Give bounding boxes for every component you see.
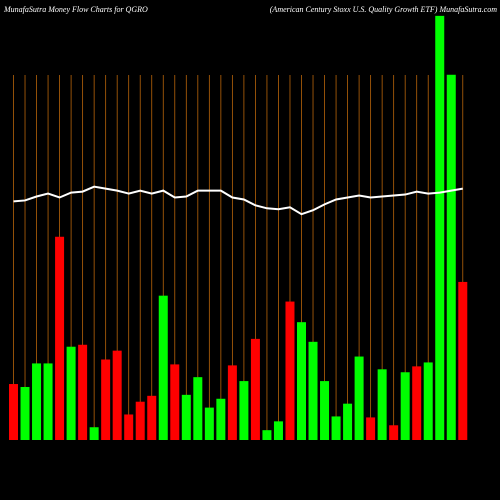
- bar: [89, 427, 99, 440]
- bar: [124, 414, 134, 440]
- bar: [158, 295, 168, 440]
- bar: [320, 381, 330, 440]
- bar: [250, 338, 260, 440]
- chart-title: MunafaSutra Money Flow Charts for QGRO: [3, 5, 148, 14]
- bar: [389, 425, 399, 440]
- bar: [354, 356, 364, 440]
- bar: [43, 363, 53, 440]
- bar: [400, 372, 410, 440]
- bar: [193, 377, 203, 440]
- bar: [20, 386, 30, 440]
- bar: [273, 421, 283, 440]
- bar: [308, 341, 318, 440]
- bar: [331, 416, 341, 440]
- bar: [297, 322, 306, 440]
- bar: [135, 401, 145, 440]
- bar: [101, 359, 111, 440]
- bar: [112, 350, 122, 440]
- chart-subtitle: (American Century Stoxx U.S. Quality Gro…: [270, 5, 497, 14]
- bar: [227, 365, 237, 440]
- price-line: [13, 185, 463, 216]
- bar: [446, 74, 456, 440]
- bar: [423, 362, 433, 440]
- bar: [285, 301, 295, 440]
- bar: [32, 363, 42, 440]
- bar: [343, 403, 353, 440]
- bar: [412, 366, 422, 440]
- bar: [239, 381, 249, 440]
- bar: [66, 346, 76, 440]
- bar: [55, 236, 65, 440]
- bar: [9, 384, 18, 440]
- bar: [435, 15, 445, 440]
- bar: [262, 430, 272, 440]
- bar: [366, 417, 376, 440]
- bar: [216, 398, 226, 440]
- bar: [204, 407, 214, 440]
- bar: [181, 394, 191, 440]
- bar: [170, 364, 180, 440]
- bar: [78, 344, 88, 440]
- bar: [147, 395, 157, 440]
- bar: [458, 281, 468, 440]
- bar: [377, 369, 387, 440]
